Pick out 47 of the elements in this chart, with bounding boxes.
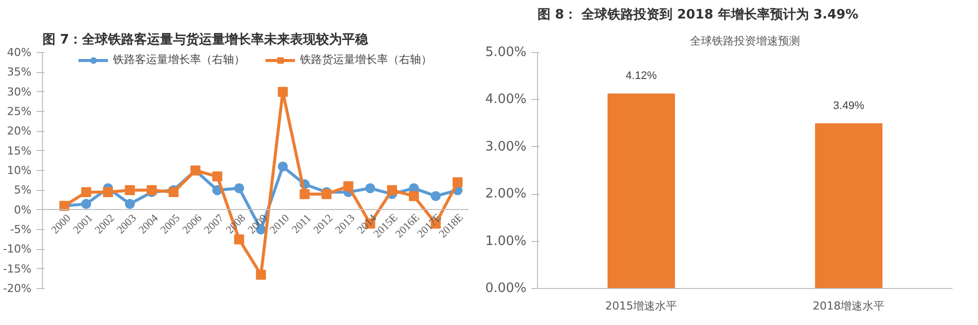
point [452,177,463,188]
x-tick-label: 2018增速水平 [812,300,885,312]
point [234,183,244,194]
y-tick-label: -15% [3,262,32,276]
point [408,191,419,202]
data-label: 4.12% [626,70,658,82]
y-tick-label: 10% [7,164,32,177]
point [124,198,135,209]
point [81,198,92,209]
point [256,270,266,280]
legend-label: 铁路客运量增长率（右轴） [113,52,245,67]
y-tick-label: 0% [14,203,32,216]
y-tick-label: 40% [7,46,32,59]
point [343,181,354,192]
point [103,187,114,198]
y-tick-label: 5% [14,184,32,197]
point [212,171,222,182]
y-tick-label: 35% [7,66,32,79]
y-tick-label: 5.00% [485,45,527,60]
x-tick-label: 2015增速水平 [605,300,678,312]
x-tick-label: 2011 [290,212,314,236]
y-tick-label: 20% [7,124,32,138]
point [278,162,288,172]
legend-label: 铁路货运量增长率（右轴） [300,52,432,67]
chart-subtitle: 全球铁路投资增速预测 [690,34,800,48]
point [387,185,398,196]
data-label: 3.49% [833,100,865,112]
chart-title: 图 8： 全球铁路投资到 2018 年增长率预计为 3.49% [538,6,858,22]
point [365,183,376,194]
y-tick-label: 25% [7,105,32,118]
point [430,191,441,202]
y-tick-label: 0.00% [485,281,527,296]
y-tick-label: 3.00% [485,139,527,154]
y-tick-label: 15% [7,144,32,158]
y-tick-label: 2.00% [485,186,527,202]
point [300,189,310,200]
y-tick-label: -10% [3,242,32,256]
y-tick-label: -20% [3,282,32,295]
point [234,234,244,244]
point [124,185,135,196]
y-tick-label: -5% [10,223,32,236]
y-tick-label: 4.00% [485,92,527,108]
y-tick-label: 1.00% [485,234,527,249]
point [81,187,92,198]
point [278,86,288,97]
chart-title: 图 7：全球铁路客运量与货运量增长率未来表现较为平稳 [42,32,370,48]
y-tick-label: 30% [7,85,32,98]
